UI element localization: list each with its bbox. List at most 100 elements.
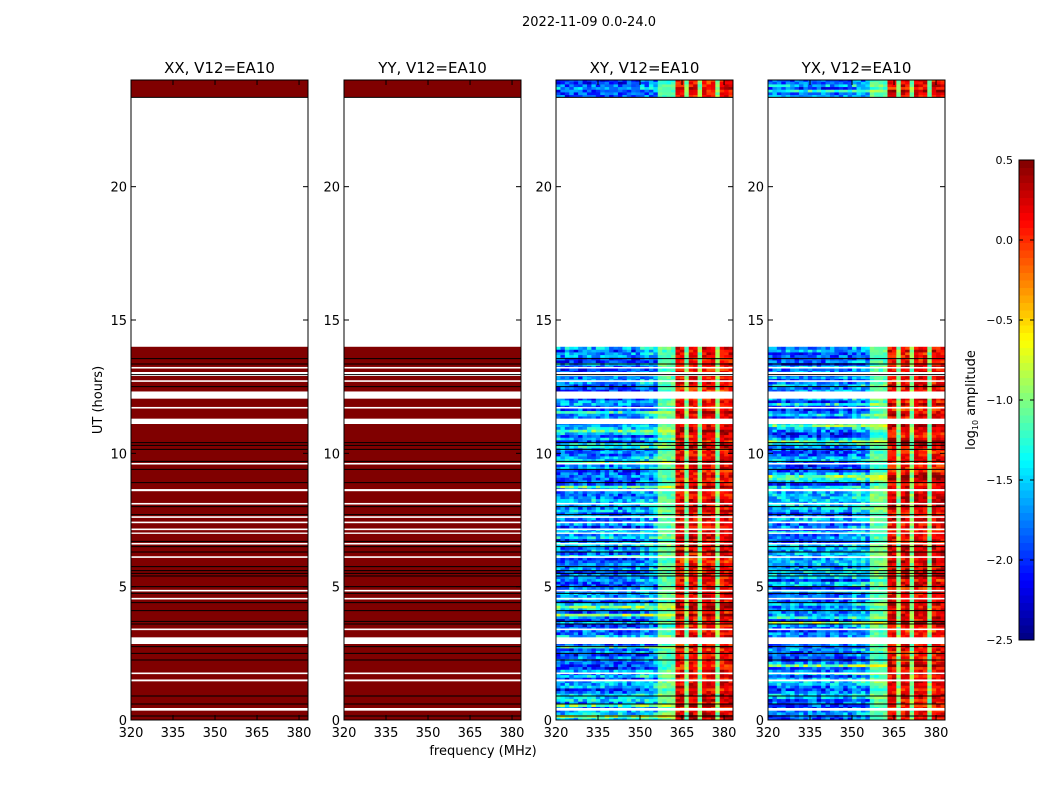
heatmap-cell: [644, 608, 650, 612]
heatmap-cell: [622, 408, 628, 412]
heatmap-cell: [640, 525, 645, 529]
heatmap-cell: [697, 573, 703, 577]
heatmap-cell: [653, 618, 659, 622]
heatmap-cell: [653, 669, 659, 673]
heatmap-cell: [688, 552, 694, 556]
heatmap-cell: [591, 634, 597, 638]
heatmap-cell: [671, 576, 676, 580]
heatmap-cell: [724, 464, 729, 468]
heatmap-cell: [591, 669, 597, 673]
heatmap-cell: [688, 440, 694, 444]
heatmap-cell: [657, 477, 663, 481]
heatmap-cell: [719, 602, 725, 606]
flagged-gap: [344, 502, 521, 505]
heatmap-cell: [578, 437, 583, 441]
heatmap-cell: [724, 632, 729, 636]
heatmap-cell: [693, 533, 698, 537]
heatmap-cell: [578, 648, 583, 652]
heatmap-cell: [591, 536, 597, 540]
heatmap-cell: [710, 530, 716, 534]
heatmap-cell: [631, 432, 637, 436]
heatmap-cell: [640, 480, 645, 484]
heatmap-cell: [693, 661, 698, 665]
heatmap-cell: [644, 514, 650, 518]
heatmap-cell: [604, 552, 610, 556]
heatmap-cell: [560, 653, 566, 657]
heatmap-cell: [613, 552, 619, 556]
heatmap-cell: [644, 610, 650, 614]
heatmap-cell: [710, 538, 716, 542]
heatmap-cell: [586, 472, 592, 476]
heatmap-cell: [710, 581, 716, 585]
heatmap-cell: [609, 674, 614, 678]
heatmap-cell: [613, 613, 619, 617]
heatmap-cell: [556, 442, 561, 446]
heatmap-cell: [693, 581, 698, 585]
heatmap-cell: [578, 613, 583, 617]
heatmap-cell: [578, 602, 583, 606]
heatmap-cell: [671, 624, 676, 628]
heatmap-cell: [564, 530, 570, 534]
heatmap-cell: [569, 437, 575, 441]
heatmap-cell: [679, 525, 685, 529]
heatmap-cell: [697, 498, 703, 502]
heatmap-cell: [715, 485, 721, 489]
heatmap-cell: [671, 608, 676, 612]
heatmap-cell: [622, 482, 628, 486]
heatmap-cell: [657, 480, 663, 484]
heatmap-cell: [728, 461, 734, 465]
heatmap-cell: [626, 400, 632, 404]
heatmap-cell: [556, 605, 561, 609]
heatmap-cell: [578, 608, 583, 612]
heatmap-cell: [622, 496, 628, 500]
heatmap-cell: [560, 432, 566, 436]
y-tick-label: 20: [323, 181, 340, 196]
heatmap-cell: [604, 664, 610, 668]
heatmap-cell: [724, 605, 729, 609]
heatmap-cell: [662, 616, 668, 620]
heatmap-cell: [684, 560, 690, 564]
heatmap-cell: [635, 608, 641, 612]
heatmap-cell: [653, 549, 659, 553]
heatmap-cell: [684, 541, 690, 545]
heatmap-cell: [648, 576, 654, 580]
heatmap-cell: [671, 642, 676, 646]
heatmap-cell: [613, 605, 619, 609]
heatmap-cell: [600, 618, 606, 622]
heatmap-cell: [644, 570, 650, 574]
heatmap-cell: [666, 437, 672, 441]
heatmap-cell: [604, 690, 610, 694]
heatmap-cell: [617, 624, 623, 628]
heatmap-cell: [591, 709, 597, 713]
heatmap-cell: [626, 682, 632, 686]
heatmap-cell: [595, 608, 601, 612]
heatmap-cell: [666, 496, 672, 500]
heatmap-cell: [569, 402, 575, 406]
heatmap-cell: [702, 562, 707, 566]
heatmap-cell: [595, 456, 601, 460]
heatmap-cell: [640, 472, 645, 476]
heatmap-cell: [684, 498, 690, 502]
heatmap-cell: [640, 677, 645, 681]
heatmap-cell: [640, 490, 645, 494]
heatmap-cell: [710, 648, 716, 652]
heatmap-cell: [582, 525, 588, 529]
flagged-gap: [344, 489, 521, 492]
heatmap-cell: [666, 482, 672, 486]
heatmap-cell: [648, 584, 654, 588]
heatmap-cell: [560, 562, 566, 566]
heatmap-cell: [622, 466, 628, 470]
heatmap-cell: [684, 696, 690, 700]
heatmap-cell: [657, 525, 663, 529]
heatmap-cell: [688, 512, 694, 516]
heatmap-cell: [556, 536, 561, 540]
heatmap-cell: [591, 610, 597, 614]
heatmap-cell: [573, 522, 579, 526]
heatmap-cell: [710, 632, 716, 636]
heatmap-cell: [582, 664, 588, 668]
heatmap-cell: [648, 506, 654, 510]
heatmap-cell: [595, 554, 601, 558]
heatmap-cell: [657, 405, 663, 409]
heatmap-cell: [560, 442, 566, 446]
heatmap-cell: [595, 552, 601, 556]
